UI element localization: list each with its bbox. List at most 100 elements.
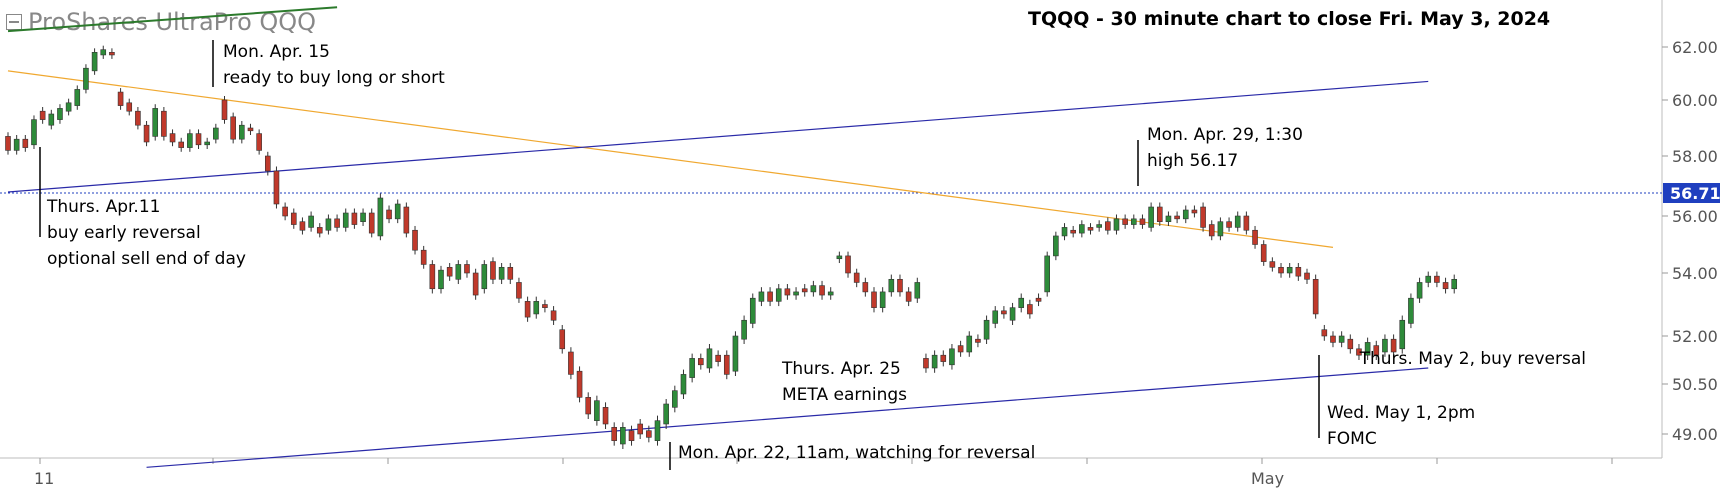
candle-body xyxy=(394,203,401,220)
candle-body xyxy=(135,110,141,126)
candle-body xyxy=(992,310,999,324)
candle-body xyxy=(897,278,903,293)
candle-body xyxy=(481,264,488,290)
candle-body xyxy=(775,288,782,302)
candle-body xyxy=(446,266,453,277)
x-tick-label: 11 xyxy=(34,469,54,488)
annotation-text: Thurs. May 2, buy reversal xyxy=(1359,349,1586,369)
last-price-badge xyxy=(1663,183,1720,203)
candle-body xyxy=(715,354,721,362)
candle-body xyxy=(1347,338,1354,350)
candle-body xyxy=(48,113,55,126)
annotation-text: META earnings xyxy=(782,385,907,405)
candle-body xyxy=(342,212,349,228)
candle-body xyxy=(1226,221,1232,228)
candle-body xyxy=(697,358,704,366)
candle-body xyxy=(1113,218,1120,231)
candle-body xyxy=(1260,244,1267,262)
candle-body xyxy=(957,345,964,353)
candle-body xyxy=(368,212,375,234)
candle-body xyxy=(187,133,193,148)
candle-body xyxy=(1035,297,1042,302)
candle-body xyxy=(732,335,739,372)
candle-body xyxy=(784,288,791,296)
candle-body xyxy=(1200,206,1206,228)
candle-body xyxy=(264,155,271,172)
candle-body xyxy=(316,227,323,234)
candle-body xyxy=(143,124,150,143)
candle-body xyxy=(351,212,358,225)
candle-body xyxy=(767,291,773,302)
y-tick-label: 62.00 xyxy=(1672,38,1718,57)
candle-body xyxy=(1182,209,1189,220)
candle-body xyxy=(1338,335,1345,343)
candle-body xyxy=(325,218,332,231)
candle-body xyxy=(533,301,540,315)
candle-body xyxy=(256,133,262,151)
trendline-blue-lower-channel xyxy=(146,367,1429,468)
candle-body xyxy=(550,310,557,321)
annotation-text: FOMC xyxy=(1327,429,1377,449)
candle-body xyxy=(879,291,886,308)
candle-body xyxy=(1278,266,1284,274)
candle-body xyxy=(983,319,990,340)
candle-body xyxy=(1165,215,1172,222)
candle-body xyxy=(91,51,98,72)
annotation-text: Thurs. Apr. 25 xyxy=(781,359,901,379)
candle-body xyxy=(810,285,817,293)
candle-body xyxy=(1373,345,1380,356)
candle-body xyxy=(438,269,444,290)
candle-body xyxy=(507,266,514,280)
last-price-label: 56.71 xyxy=(1670,184,1720,203)
candle-body xyxy=(1382,338,1388,353)
candle-body xyxy=(5,136,11,151)
candle-body xyxy=(1070,229,1076,234)
candle-body xyxy=(74,89,81,106)
candle-body xyxy=(403,206,410,234)
candle-body xyxy=(672,390,678,408)
candle-body xyxy=(871,291,877,308)
candle-body xyxy=(152,108,159,137)
candle-body xyxy=(1252,229,1258,245)
candle-body xyxy=(464,264,470,274)
candle-body xyxy=(940,354,947,362)
candle-body xyxy=(680,374,687,395)
candle-body xyxy=(117,91,124,106)
candle-body xyxy=(178,141,184,148)
candle-body xyxy=(1027,304,1033,315)
candle-body xyxy=(542,304,548,308)
candle-body xyxy=(1286,266,1293,274)
collapse-square-icon[interactable] xyxy=(6,14,22,30)
candle-body xyxy=(1096,224,1102,228)
candle-body xyxy=(793,291,799,296)
candle-body xyxy=(1001,310,1007,315)
annotation-text: optional sell end of day xyxy=(47,249,246,269)
y-tick-label: 60.00 xyxy=(1672,91,1718,110)
candle-body xyxy=(723,354,730,375)
candle-body xyxy=(1408,297,1414,324)
candle-body xyxy=(585,397,592,415)
candle-body xyxy=(1390,338,1397,353)
candle-body xyxy=(213,127,219,140)
candle-body xyxy=(1191,209,1198,214)
candle-body xyxy=(836,255,843,260)
candle-body xyxy=(204,141,210,146)
candle-body xyxy=(931,354,938,369)
candle-body xyxy=(1295,266,1302,277)
candle-body xyxy=(516,282,522,299)
candle-body xyxy=(273,170,280,205)
annotation-text: high 56.17 xyxy=(1147,151,1238,171)
candle-body xyxy=(39,110,46,120)
candle-body xyxy=(602,407,609,425)
candle-body xyxy=(1434,275,1440,283)
candle-body xyxy=(576,370,583,398)
candle-body xyxy=(169,133,176,143)
candle-body xyxy=(1451,278,1458,290)
candle-body xyxy=(975,338,981,343)
candle-body xyxy=(654,420,661,441)
candle-body xyxy=(195,133,202,146)
candle-body xyxy=(31,119,37,146)
candle-body xyxy=(1009,307,1016,321)
annotation-text: Mon. Apr. 22, 11am, watching for reversa… xyxy=(678,443,1035,463)
